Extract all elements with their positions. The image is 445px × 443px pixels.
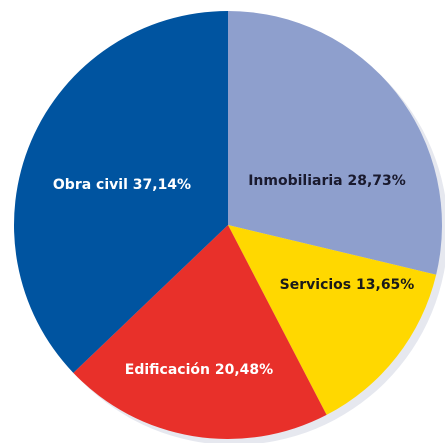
value-label: 20,48%	[215, 362, 273, 378]
pie-slice	[14, 11, 228, 373]
pie-slice	[228, 225, 437, 415]
slice-label: Edificación 20,48%	[125, 362, 273, 378]
pie-slice	[73, 225, 327, 439]
value-label: 28,73%	[347, 173, 405, 189]
category-name: Edificación	[125, 362, 210, 378]
value-label: 37,14%	[133, 177, 191, 193]
slice-label: Servicios 13,65%	[280, 277, 415, 293]
pie-slice	[228, 11, 443, 275]
value-label: 13,65%	[356, 277, 414, 293]
slice-label: Obra civil 37,14%	[53, 177, 191, 193]
category-name: Inmobiliaria	[248, 173, 342, 189]
category-name: Servicios	[280, 277, 351, 293]
category-name: Obra civil	[53, 177, 128, 193]
slice-label: Inmobiliaria 28,73%	[248, 173, 406, 189]
